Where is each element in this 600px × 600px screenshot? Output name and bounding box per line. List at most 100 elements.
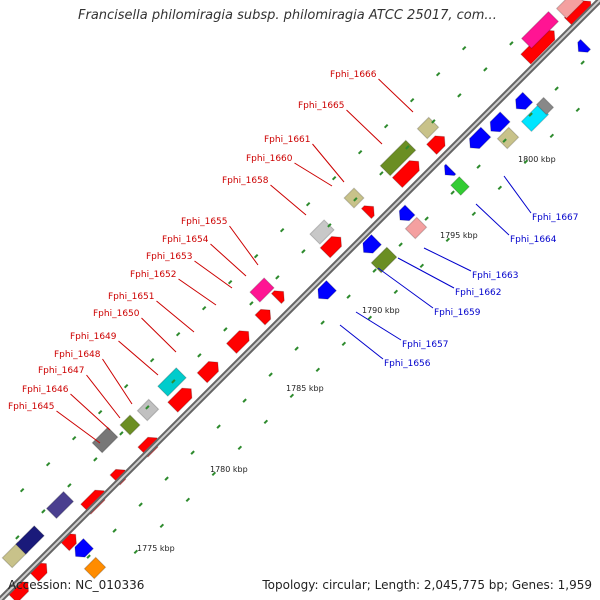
- scale-mark: [346, 294, 351, 299]
- scale-mark: [476, 164, 481, 169]
- forward-gene-label: Fphi_1647: [38, 366, 85, 376]
- leader-line: [70, 393, 111, 431]
- map-title: Francisella philomiragia subsp. philomir…: [78, 8, 497, 23]
- reverse-gene-feature: [535, 96, 555, 116]
- scale-mark: [497, 185, 503, 191]
- scale-mark: [294, 346, 299, 351]
- leader-line: [355, 311, 402, 341]
- leader-line: [178, 278, 217, 306]
- forward-gene-label: Fphi_1661: [264, 135, 311, 145]
- forward-gene-label: Fphi_1658: [222, 176, 269, 186]
- reverse-gene-feature: [515, 91, 534, 110]
- scale-tick-label: 1790 kbp: [362, 306, 400, 315]
- leader-line: [339, 324, 384, 360]
- forward-gene-label: Fphi_1645: [8, 402, 55, 412]
- scale-mark: [357, 149, 363, 155]
- scale-mark: [409, 97, 415, 103]
- forward-gene-feature: [225, 330, 250, 355]
- scale-mark: [93, 457, 98, 462]
- scale-mark: [67, 483, 72, 488]
- reverse-gene-feature: [362, 233, 383, 254]
- scale-mark: [450, 190, 455, 195]
- scale-mark: [86, 554, 91, 559]
- scale-mark: [119, 431, 124, 436]
- reverse-gene-feature: [83, 556, 107, 580]
- leader-line: [294, 162, 333, 187]
- scale-mark: [211, 471, 217, 477]
- scale-mark: [509, 41, 514, 46]
- reverse-gene-feature: [317, 279, 338, 300]
- scale-mark: [528, 112, 533, 117]
- forward-gene-label: Fphi_1660: [246, 154, 293, 164]
- forward-gene-label: Fphi_1655: [181, 217, 228, 227]
- scale-mark: [320, 320, 325, 325]
- scale-mark: [171, 379, 176, 384]
- leader-line: [156, 300, 195, 333]
- scale-mark: [71, 435, 77, 441]
- scale-mark: [461, 45, 467, 51]
- scale-mark: [549, 133, 555, 139]
- scale-mark: [554, 86, 559, 91]
- scale-mark: [289, 393, 295, 399]
- leader-line: [56, 410, 101, 444]
- forward-gene-feature: [15, 525, 45, 555]
- scale-mark: [133, 549, 139, 555]
- reverse-gene-feature: [577, 38, 592, 53]
- forward-gene-label: Fphi_1650: [93, 309, 140, 319]
- scale-mark: [393, 289, 399, 295]
- scale-mark: [190, 450, 195, 455]
- forward-gene-feature: [80, 489, 106, 515]
- scale-mark: [164, 476, 169, 481]
- scale-mark: [253, 253, 259, 259]
- scale-mark: [41, 509, 46, 514]
- scale-mark: [223, 327, 228, 332]
- scale-mark: [263, 419, 269, 425]
- reverse-gene-feature: [404, 216, 428, 240]
- forward-gene-feature: [555, 0, 585, 20]
- scale-mark: [237, 445, 243, 451]
- scale-mark: [379, 171, 384, 176]
- reverse-gene-label: Fphi_1664: [510, 235, 557, 245]
- forward-gene-feature: [360, 205, 375, 220]
- leader-line: [210, 243, 247, 277]
- scale-mark: [19, 487, 25, 493]
- forward-gene-label: Fphi_1646: [22, 385, 69, 395]
- forward-gene-feature: [520, 10, 560, 50]
- reverse-gene-feature: [468, 126, 492, 150]
- forward-gene-feature: [119, 414, 141, 436]
- scale-mark: [383, 123, 389, 129]
- scale-mark: [405, 145, 410, 150]
- scale-mark: [315, 367, 321, 373]
- forward-gene-feature: [91, 426, 119, 454]
- scale-tick-label: 1775 kbp: [137, 544, 175, 553]
- forward-gene-feature: [425, 135, 446, 156]
- scale-mark: [457, 93, 462, 98]
- reverse-gene-label: Fphi_1663: [472, 271, 519, 281]
- leader-line: [423, 247, 472, 272]
- forward-gene-feature: [136, 398, 160, 422]
- scale-mark: [185, 497, 191, 503]
- forward-gene-feature: [196, 360, 220, 384]
- scale-mark: [483, 67, 488, 72]
- scale-tick-label: 1795 kbp: [440, 231, 478, 240]
- scale-mark: [249, 301, 254, 306]
- reverse-gene-label: Fphi_1659: [434, 308, 481, 318]
- leader-line: [194, 260, 233, 289]
- leader-line: [397, 257, 455, 289]
- accession-text: Accession: NC_010336: [8, 578, 145, 592]
- leader-line: [503, 175, 532, 214]
- forward-gene-label: Fphi_1654: [162, 235, 209, 245]
- scale-mark: [445, 237, 451, 243]
- forward-gene-label: Fphi_1653: [146, 252, 193, 262]
- reverse-gene-feature: [450, 176, 470, 196]
- scale-mark: [159, 523, 165, 529]
- scale-mark: [523, 159, 529, 165]
- scale-tick-label: 1800 kbp: [518, 155, 556, 164]
- reverse-gene-label: Fphi_1667: [532, 213, 579, 223]
- scale-mark: [341, 341, 347, 347]
- scale-mark: [305, 201, 311, 207]
- scale-mark: [15, 535, 20, 540]
- forward-gene-label: Fphi_1649: [70, 332, 117, 342]
- scale-mark: [145, 405, 150, 410]
